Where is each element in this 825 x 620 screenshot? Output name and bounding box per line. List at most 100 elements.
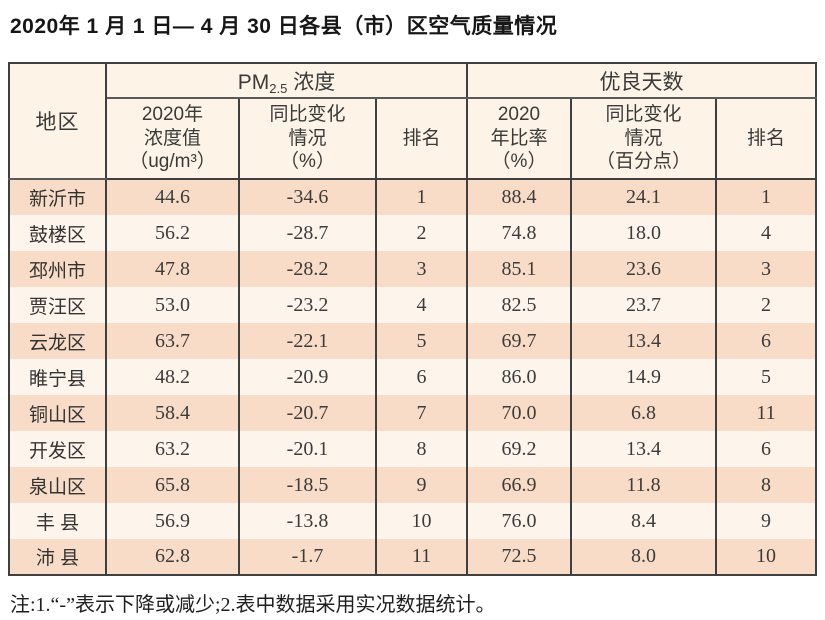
pm-rank-cell: 4: [375, 287, 468, 323]
pm-value-cell: 48.2: [105, 359, 240, 395]
days-change-cell: 6.8: [570, 395, 717, 431]
pm-change-cell: -20.1: [238, 431, 377, 467]
days-change-cell: 11.8: [570, 467, 717, 503]
days-change-cell: 13.4: [570, 431, 717, 467]
table-header: 地区 PM2.5 浓度 优良天数 2020年 浓度值 （ug/m³） 同比变化 …: [8, 63, 818, 180]
pm-value-cell: 58.4: [105, 395, 240, 431]
days-rate-cell: 85.1: [466, 251, 572, 287]
region-cell: 邳州市: [8, 251, 107, 287]
pm-rank-cell: 1: [375, 179, 468, 215]
days-rate-cell: 82.5: [466, 287, 572, 323]
days-rank-cell: 1: [714, 179, 818, 215]
pm-change-cell: -22.1: [238, 323, 377, 359]
pm-change-cell: -23.2: [238, 287, 377, 323]
days-rank-cell: 3: [714, 251, 818, 287]
region-cell: 沛 县: [8, 539, 107, 575]
days-change-cell: 23.6: [570, 251, 717, 287]
pm-change-cell: -28.2: [238, 251, 377, 287]
days-change-cell: 8.0: [570, 539, 717, 575]
table-row: 沛 县 62.8 -1.7 11 72.5 8.0 10: [8, 539, 818, 575]
header-pm-value: 2020年 浓度值 （ug/m³）: [105, 98, 240, 180]
pm-rank-cell: 10: [375, 503, 468, 539]
pm-rank-cell: 8: [375, 431, 468, 467]
table-row: 鼓楼区 56.2 -28.7 2 74.8 18.0 4: [8, 215, 818, 251]
table-row: 邳州市 47.8 -28.2 3 85.1 23.6 3: [8, 251, 818, 287]
table-row: 云龙区 63.7 -22.1 5 69.7 13.4 6: [8, 323, 818, 359]
group-header-row: 地区 PM2.5 浓度 优良天数: [8, 63, 818, 180]
sub-header-row: 2020年 浓度值 （ug/m³） 同比变化 情况 （%） 排名 2020 年比…: [9, 98, 818, 180]
pm-value-cell: 56.9: [105, 503, 240, 539]
days-rate-cell: 70.0: [466, 395, 572, 431]
air-quality-table: 地区 PM2.5 浓度 优良天数 2020年 浓度值 （ug/m³） 同比变化 …: [8, 62, 818, 576]
days-rank-cell: 2: [714, 287, 818, 323]
region-cell: 新沂市: [8, 179, 107, 215]
pm-value-cell: 44.6: [105, 179, 240, 215]
days-rank-cell: 5: [714, 359, 818, 395]
days-change-cell: 23.7: [570, 287, 717, 323]
days-rank-cell: 8: [714, 467, 818, 503]
pm-change-cell: -20.9: [238, 359, 377, 395]
days-rank-cell: 10: [714, 539, 818, 575]
header-days-rank: 排名: [714, 98, 818, 180]
days-rate-cell: 74.8: [466, 215, 572, 251]
region-cell: 贾汪区: [8, 287, 107, 323]
pm25-label-suffix: 浓度: [287, 70, 336, 94]
days-rate-cell: 72.5: [466, 539, 572, 575]
pm-rank-cell: 5: [375, 323, 468, 359]
days-rank-cell: 4: [714, 215, 818, 251]
pm-change-cell: -13.8: [238, 503, 377, 539]
pm-value-cell: 63.7: [105, 323, 240, 359]
pm-value-cell: 63.2: [105, 431, 240, 467]
table-row: 新沂市 44.6 -34.6 1 88.4 24.1 1: [8, 179, 818, 215]
table-row: 铜山区 58.4 -20.7 7 70.0 6.8 11: [8, 395, 818, 431]
pm25-label-prefix: PM: [237, 70, 270, 94]
days-change-cell: 13.4: [570, 323, 717, 359]
pm-value-cell: 62.8: [105, 539, 240, 575]
pm-value-cell: 65.8: [105, 467, 240, 503]
table-row: 丰 县 56.9 -13.8 10 76.0 8.4 9: [8, 503, 818, 539]
days-rate-cell: 69.7: [466, 323, 572, 359]
pm-rank-cell: 6: [375, 359, 468, 395]
header-days-rate: 2020 年比率 （%）: [466, 98, 572, 180]
days-change-cell: 18.0: [570, 215, 717, 251]
days-rank-cell: 9: [714, 503, 818, 539]
days-rank-cell: 6: [714, 323, 818, 359]
page-title: 2020年 1 月 1 日— 4 月 30 日各县（市）区空气质量情况: [10, 15, 558, 38]
region-cell: 睢宁县: [8, 359, 107, 395]
days-change-cell: 24.1: [570, 179, 717, 215]
pm-change-cell: -1.7: [238, 539, 377, 575]
pm-value-cell: 56.2: [105, 215, 240, 251]
header-pm25-group: PM2.5 浓度: [105, 63, 468, 99]
header-good-days-group: 优良天数: [465, 63, 818, 99]
pm-rank-cell: 11: [375, 539, 468, 575]
table-row: 睢宁县 48.2 -20.9 6 86.0 14.9 5: [8, 359, 818, 395]
days-rate-cell: 88.4: [466, 179, 572, 215]
region-cell: 开发区: [8, 431, 107, 467]
pm-value-cell: 47.8: [105, 251, 240, 287]
days-rate-cell: 66.9: [466, 467, 572, 503]
days-change-cell: 8.4: [570, 503, 717, 539]
days-rank-cell: 6: [714, 431, 818, 467]
table-row: 泉山区 65.8 -18.5 9 66.9 11.8 8: [8, 467, 818, 503]
header-pm-rank: 排名: [375, 98, 468, 180]
pm-rank-cell: 3: [375, 251, 468, 287]
table-body: 新沂市 44.6 -34.6 1 88.4 24.1 1 鼓楼区 56.2 -2…: [8, 179, 818, 575]
header-pm-change: 同比变化 情况 （%）: [238, 98, 377, 180]
table-row: 贾汪区 53.0 -23.2 4 82.5 23.7 2: [8, 287, 818, 323]
pm-rank-cell: 9: [375, 467, 468, 503]
footnote: 注:1.“-”表示下降或减少;2.表中数据采用实况数据统计。: [10, 594, 496, 616]
region-cell: 丰 县: [8, 503, 107, 539]
pm-change-cell: -18.5: [238, 467, 377, 503]
region-cell: 云龙区: [8, 323, 107, 359]
table-row: 开发区 63.2 -20.1 8 69.2 13.4 6: [8, 431, 818, 467]
region-cell: 鼓楼区: [8, 215, 107, 251]
pm-value-cell: 53.0: [105, 287, 240, 323]
pm-change-cell: -34.6: [238, 179, 377, 215]
pm-rank-cell: 2: [375, 215, 468, 251]
region-cell: 铜山区: [8, 395, 107, 431]
pm-change-cell: -20.7: [238, 395, 377, 431]
days-rate-cell: 69.2: [466, 431, 572, 467]
region-cell: 泉山区: [8, 467, 107, 503]
pm25-label-subscript: 2.5: [269, 80, 288, 96]
header-region: 地区: [8, 63, 107, 180]
